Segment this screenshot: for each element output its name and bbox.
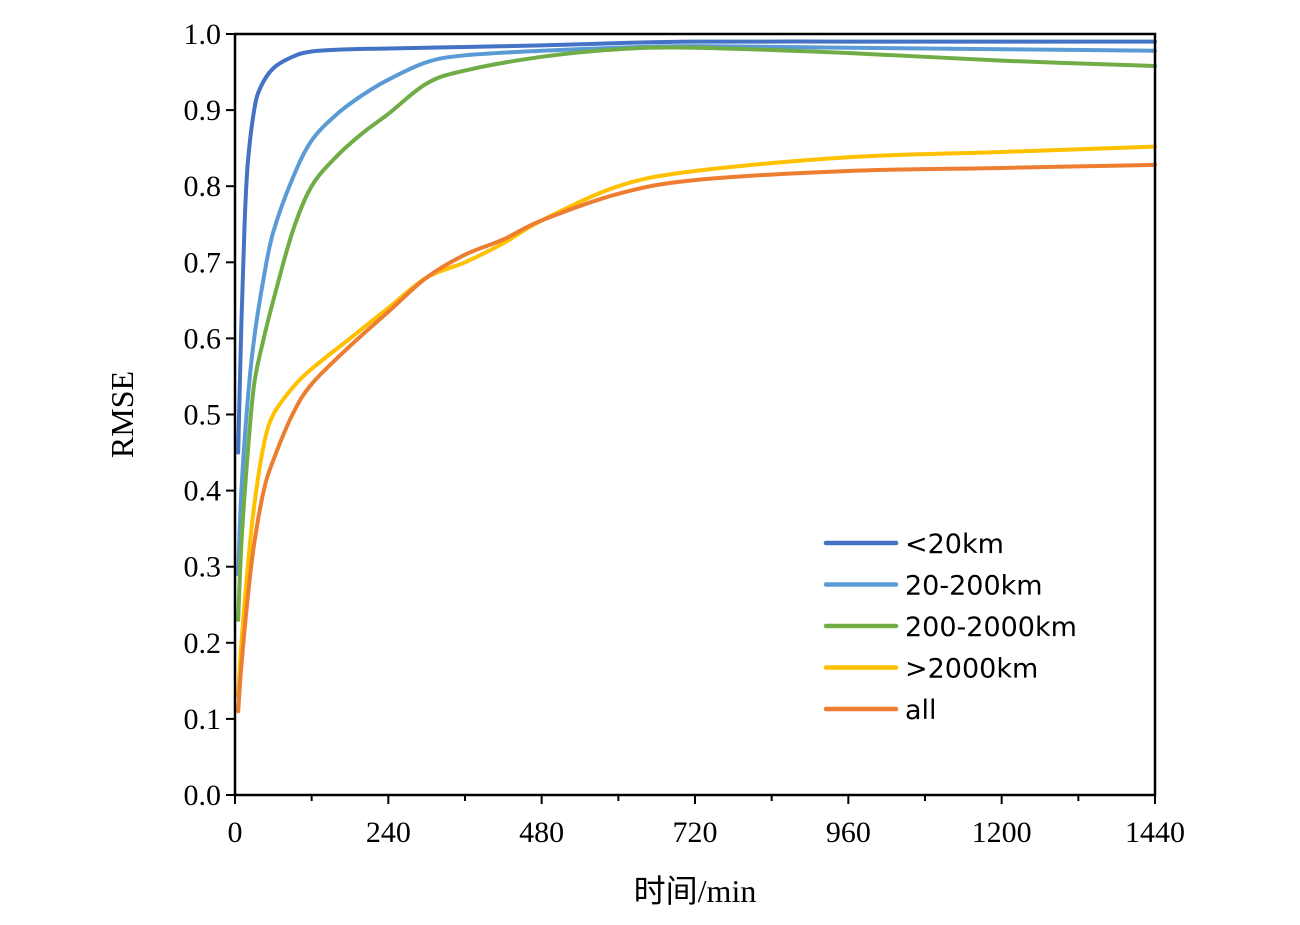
axis-ticks-group: [226, 33, 1156, 804]
tick-labels-group: 0.0 0.1 0.2 0.3 0.4 0.5 0.6 0.7 0.8 0.9 1.0 0 240 480…: [184, 18, 1186, 849]
y-tick-label: 0.2: [184, 627, 222, 660]
y-tick-label: 0.7: [184, 246, 222, 279]
y-tick-label: 1.0: [184, 18, 222, 51]
plot-area-frame: [233, 32, 1157, 797]
legend-label: all: [905, 695, 937, 726]
y-tick-label: 0.6: [184, 322, 222, 355]
series-line-4: [236, 162, 1157, 714]
legend-label: 200-2000km: [905, 612, 1077, 643]
x-tick-label: 480: [519, 816, 564, 849]
x-tick-label: 720: [673, 816, 718, 849]
y-tick-label: 0.1: [184, 703, 222, 736]
y-tick-label: 0.4: [184, 475, 222, 508]
y-axis-title: RMSE: [104, 371, 140, 458]
x-tick-label: 0: [228, 816, 243, 849]
y-tick-label: 0.5: [184, 399, 222, 432]
y-tick-label: 0.9: [184, 94, 222, 127]
legend-label: <20km: [905, 529, 1004, 560]
series-line-2: [236, 45, 1157, 622]
legend-label: 20-200km: [905, 571, 1043, 602]
y-tick-label: 0.0: [184, 779, 222, 812]
x-tick-label: 240: [366, 816, 411, 849]
legend: <20km 20-200km 200-2000km >2000km all: [823, 529, 1077, 726]
y-tick-label: 0.8: [184, 170, 222, 203]
legend-label: >2000km: [905, 654, 1038, 685]
series-line-0: [236, 39, 1157, 455]
x-axis-title: 时间/min: [634, 873, 757, 909]
x-tick-label: 960: [826, 816, 871, 849]
series-line-1: [236, 44, 1157, 577]
y-tick-label: 0.3: [184, 551, 222, 584]
x-tick-label: 1440: [1125, 816, 1185, 849]
series-lines-group: [236, 39, 1157, 714]
x-tick-label: 1200: [972, 816, 1032, 849]
